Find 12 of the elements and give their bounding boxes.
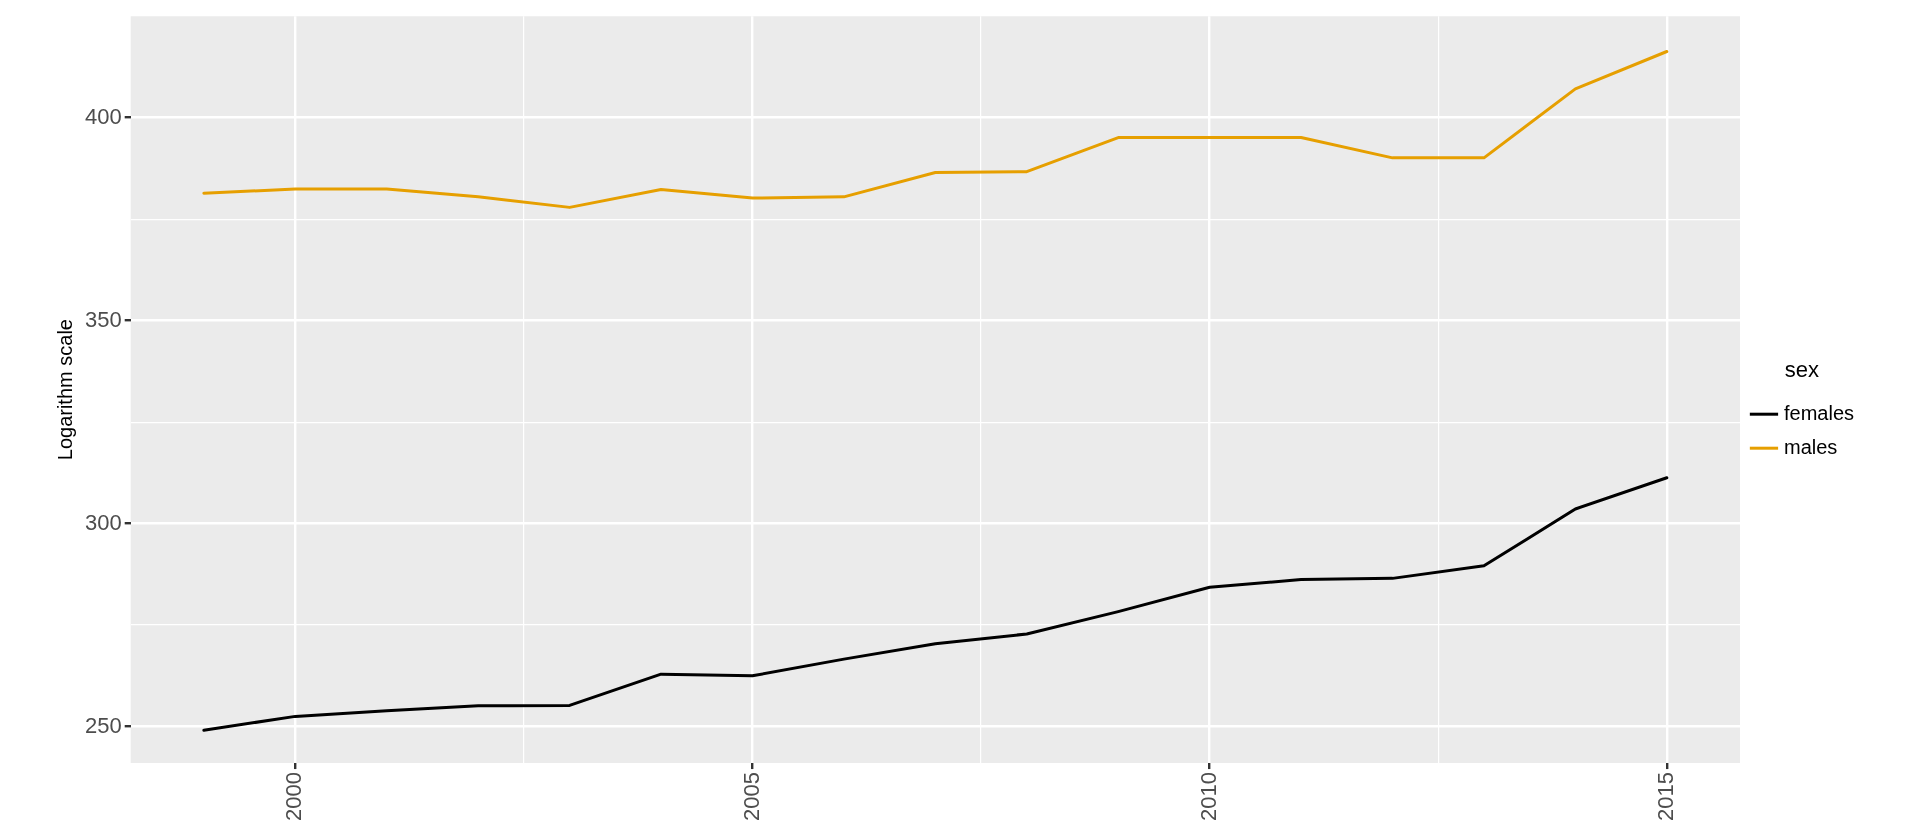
x-tick-label: 2010 (1195, 772, 1221, 822)
y-tick-label: 250 (84, 712, 122, 738)
y-tick-label: 400 (84, 103, 122, 129)
legend-label: males (1783, 435, 1838, 458)
x-tick-label: 2000 (281, 772, 307, 822)
y-axis-title: Logarithm scale (53, 319, 76, 461)
legend-title: sex (1784, 356, 1820, 382)
x-tick-label: 2005 (738, 772, 764, 822)
y-tick-label: 300 (84, 509, 122, 535)
legend-label: females (1783, 401, 1854, 424)
y-tick-label: 350 (84, 306, 122, 332)
x-tick-label: 2015 (1652, 772, 1678, 822)
